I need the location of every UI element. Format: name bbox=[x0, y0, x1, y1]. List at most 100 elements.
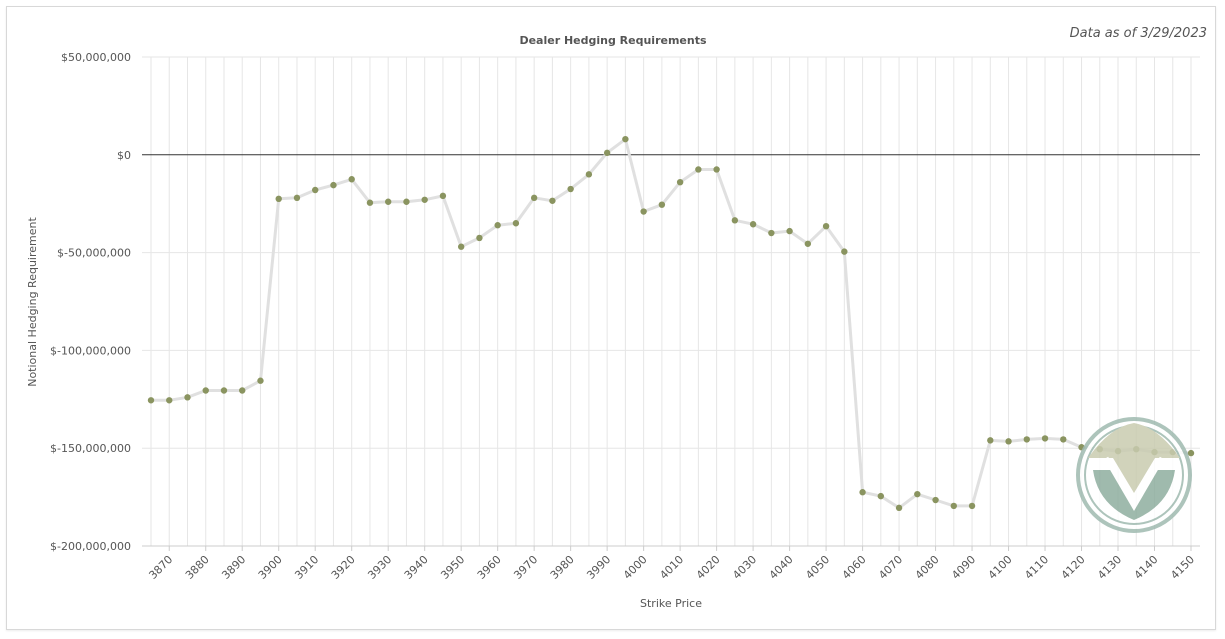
y-tick-label: $-100,000,000 bbox=[50, 344, 131, 357]
data-point[interactable] bbox=[1005, 438, 1012, 445]
data-point[interactable] bbox=[457, 243, 465, 250]
data-point[interactable] bbox=[384, 198, 392, 205]
data-point[interactable] bbox=[914, 490, 921, 498]
data-point[interactable] bbox=[676, 178, 684, 186]
x-axis-title: Strike Price bbox=[640, 597, 702, 610]
x-tick-label: 4120 bbox=[1059, 553, 1088, 582]
x-tick-label: 3940 bbox=[402, 553, 431, 582]
x-tick-label: 4100 bbox=[986, 553, 1015, 582]
x-tick-label: 4050 bbox=[803, 553, 832, 582]
y-tick-label: $-50,000,000 bbox=[57, 247, 131, 260]
x-axis-ticks: 3870 3880 3890 3900 3910 3920 3930 3940 3950 3960… bbox=[146, 546, 1197, 582]
data-point[interactable] bbox=[804, 240, 812, 247]
data-point[interactable] bbox=[822, 222, 830, 230]
data-point[interactable] bbox=[366, 199, 374, 206]
x-tick-label: 4030 bbox=[730, 553, 759, 582]
x-tick-label: 3870 bbox=[146, 553, 175, 582]
y-axis-ticks: $50,000,000 $0 $-50,000,000 $-100,000,000 $-… bbox=[50, 51, 131, 553]
data-point[interactable] bbox=[439, 192, 447, 200]
x-tick-label: 4110 bbox=[1022, 553, 1051, 582]
data-point[interactable] bbox=[585, 171, 593, 178]
data-point[interactable] bbox=[184, 394, 191, 401]
y-tick-label: $0 bbox=[117, 149, 131, 162]
x-tick-label: 4090 bbox=[949, 553, 978, 582]
data-point[interactable] bbox=[859, 489, 866, 496]
data-point[interactable] bbox=[658, 201, 666, 208]
data-point[interactable] bbox=[147, 397, 155, 404]
x-gridlines bbox=[150, 57, 1192, 546]
y-tick-label: $50,000,000 bbox=[61, 51, 131, 64]
y-tick-label: $-150,000,000 bbox=[50, 442, 131, 455]
y-axis-title: Notional Hedging Requirement bbox=[26, 217, 39, 387]
data-point[interactable] bbox=[403, 198, 410, 205]
data-point[interactable] bbox=[1187, 449, 1195, 457]
data-point[interactable] bbox=[348, 176, 355, 183]
data-point[interactable] bbox=[330, 181, 337, 189]
y-tick-label: $-200,000,000 bbox=[50, 540, 131, 553]
x-tick-label: 4060 bbox=[840, 553, 869, 582]
x-tick-label: 4020 bbox=[694, 553, 723, 582]
v-shield-logo-icon bbox=[1076, 417, 1192, 533]
data-point[interactable] bbox=[494, 222, 501, 229]
data-point[interactable] bbox=[1060, 436, 1067, 443]
x-tick-label: 4040 bbox=[767, 553, 796, 582]
data-point[interactable] bbox=[312, 186, 319, 194]
data-point[interactable] bbox=[731, 217, 739, 224]
data-point[interactable] bbox=[932, 496, 939, 504]
data-point[interactable] bbox=[640, 208, 647, 215]
data-point[interactable] bbox=[1023, 436, 1030, 443]
data-markers bbox=[147, 135, 1195, 512]
data-point[interactable] bbox=[275, 195, 282, 203]
y-gridlines bbox=[142, 56, 1200, 547]
x-tick-label: 3950 bbox=[438, 553, 467, 582]
data-point[interactable] bbox=[622, 135, 629, 143]
x-tick-label: 4140 bbox=[1132, 553, 1161, 582]
x-tick-label: 3880 bbox=[183, 553, 212, 582]
data-point[interactable] bbox=[950, 502, 958, 510]
data-point[interactable] bbox=[877, 492, 885, 500]
data-point[interactable] bbox=[749, 221, 757, 228]
data-point[interactable] bbox=[841, 248, 848, 255]
data-point[interactable] bbox=[293, 194, 301, 202]
data-point[interactable] bbox=[695, 166, 702, 173]
chart-panel bbox=[6, 6, 1216, 630]
data-point[interactable] bbox=[603, 149, 611, 157]
data-point[interactable] bbox=[549, 197, 556, 204]
series-line bbox=[151, 137, 1192, 510]
data-as-of-label: Data as of 3/29/2023 bbox=[1069, 26, 1207, 41]
data-point[interactable] bbox=[220, 387, 228, 394]
x-tick-label: 4010 bbox=[657, 553, 686, 582]
data-point[interactable] bbox=[968, 502, 976, 510]
data-point[interactable] bbox=[166, 397, 173, 404]
data-point[interactable] bbox=[202, 387, 209, 394]
data-point[interactable] bbox=[987, 437, 994, 444]
x-tick-label: 4130 bbox=[1095, 553, 1124, 582]
x-tick-label: 3970 bbox=[511, 553, 540, 582]
data-point[interactable] bbox=[1041, 435, 1049, 442]
data-point[interactable] bbox=[786, 227, 793, 235]
data-point[interactable] bbox=[567, 185, 574, 193]
x-tick-label: 3980 bbox=[548, 553, 577, 582]
x-tick-label: 3920 bbox=[329, 553, 358, 582]
data-point[interactable] bbox=[768, 229, 775, 237]
data-point[interactable] bbox=[530, 194, 538, 202]
x-tick-label: 3900 bbox=[256, 553, 285, 582]
x-tick-label: 3910 bbox=[292, 553, 321, 582]
data-point[interactable] bbox=[257, 377, 264, 384]
x-tick-label: 4080 bbox=[913, 553, 942, 582]
data-point[interactable] bbox=[512, 220, 520, 227]
x-tick-label: 3960 bbox=[475, 553, 504, 582]
x-tick-label: 4150 bbox=[1168, 553, 1197, 582]
x-tick-label: 4000 bbox=[621, 553, 650, 582]
data-point[interactable] bbox=[421, 196, 428, 203]
x-tick-label: 3930 bbox=[365, 553, 394, 582]
data-point[interactable] bbox=[239, 387, 246, 394]
chart-title: Dealer Hedging Requirements bbox=[519, 34, 707, 47]
x-tick-label: 3990 bbox=[584, 553, 613, 582]
x-tick-label: 3890 bbox=[219, 553, 248, 582]
x-tick-label: 4070 bbox=[876, 553, 905, 582]
data-point[interactable] bbox=[895, 504, 903, 512]
data-point[interactable] bbox=[713, 166, 720, 173]
data-point[interactable] bbox=[476, 234, 483, 242]
